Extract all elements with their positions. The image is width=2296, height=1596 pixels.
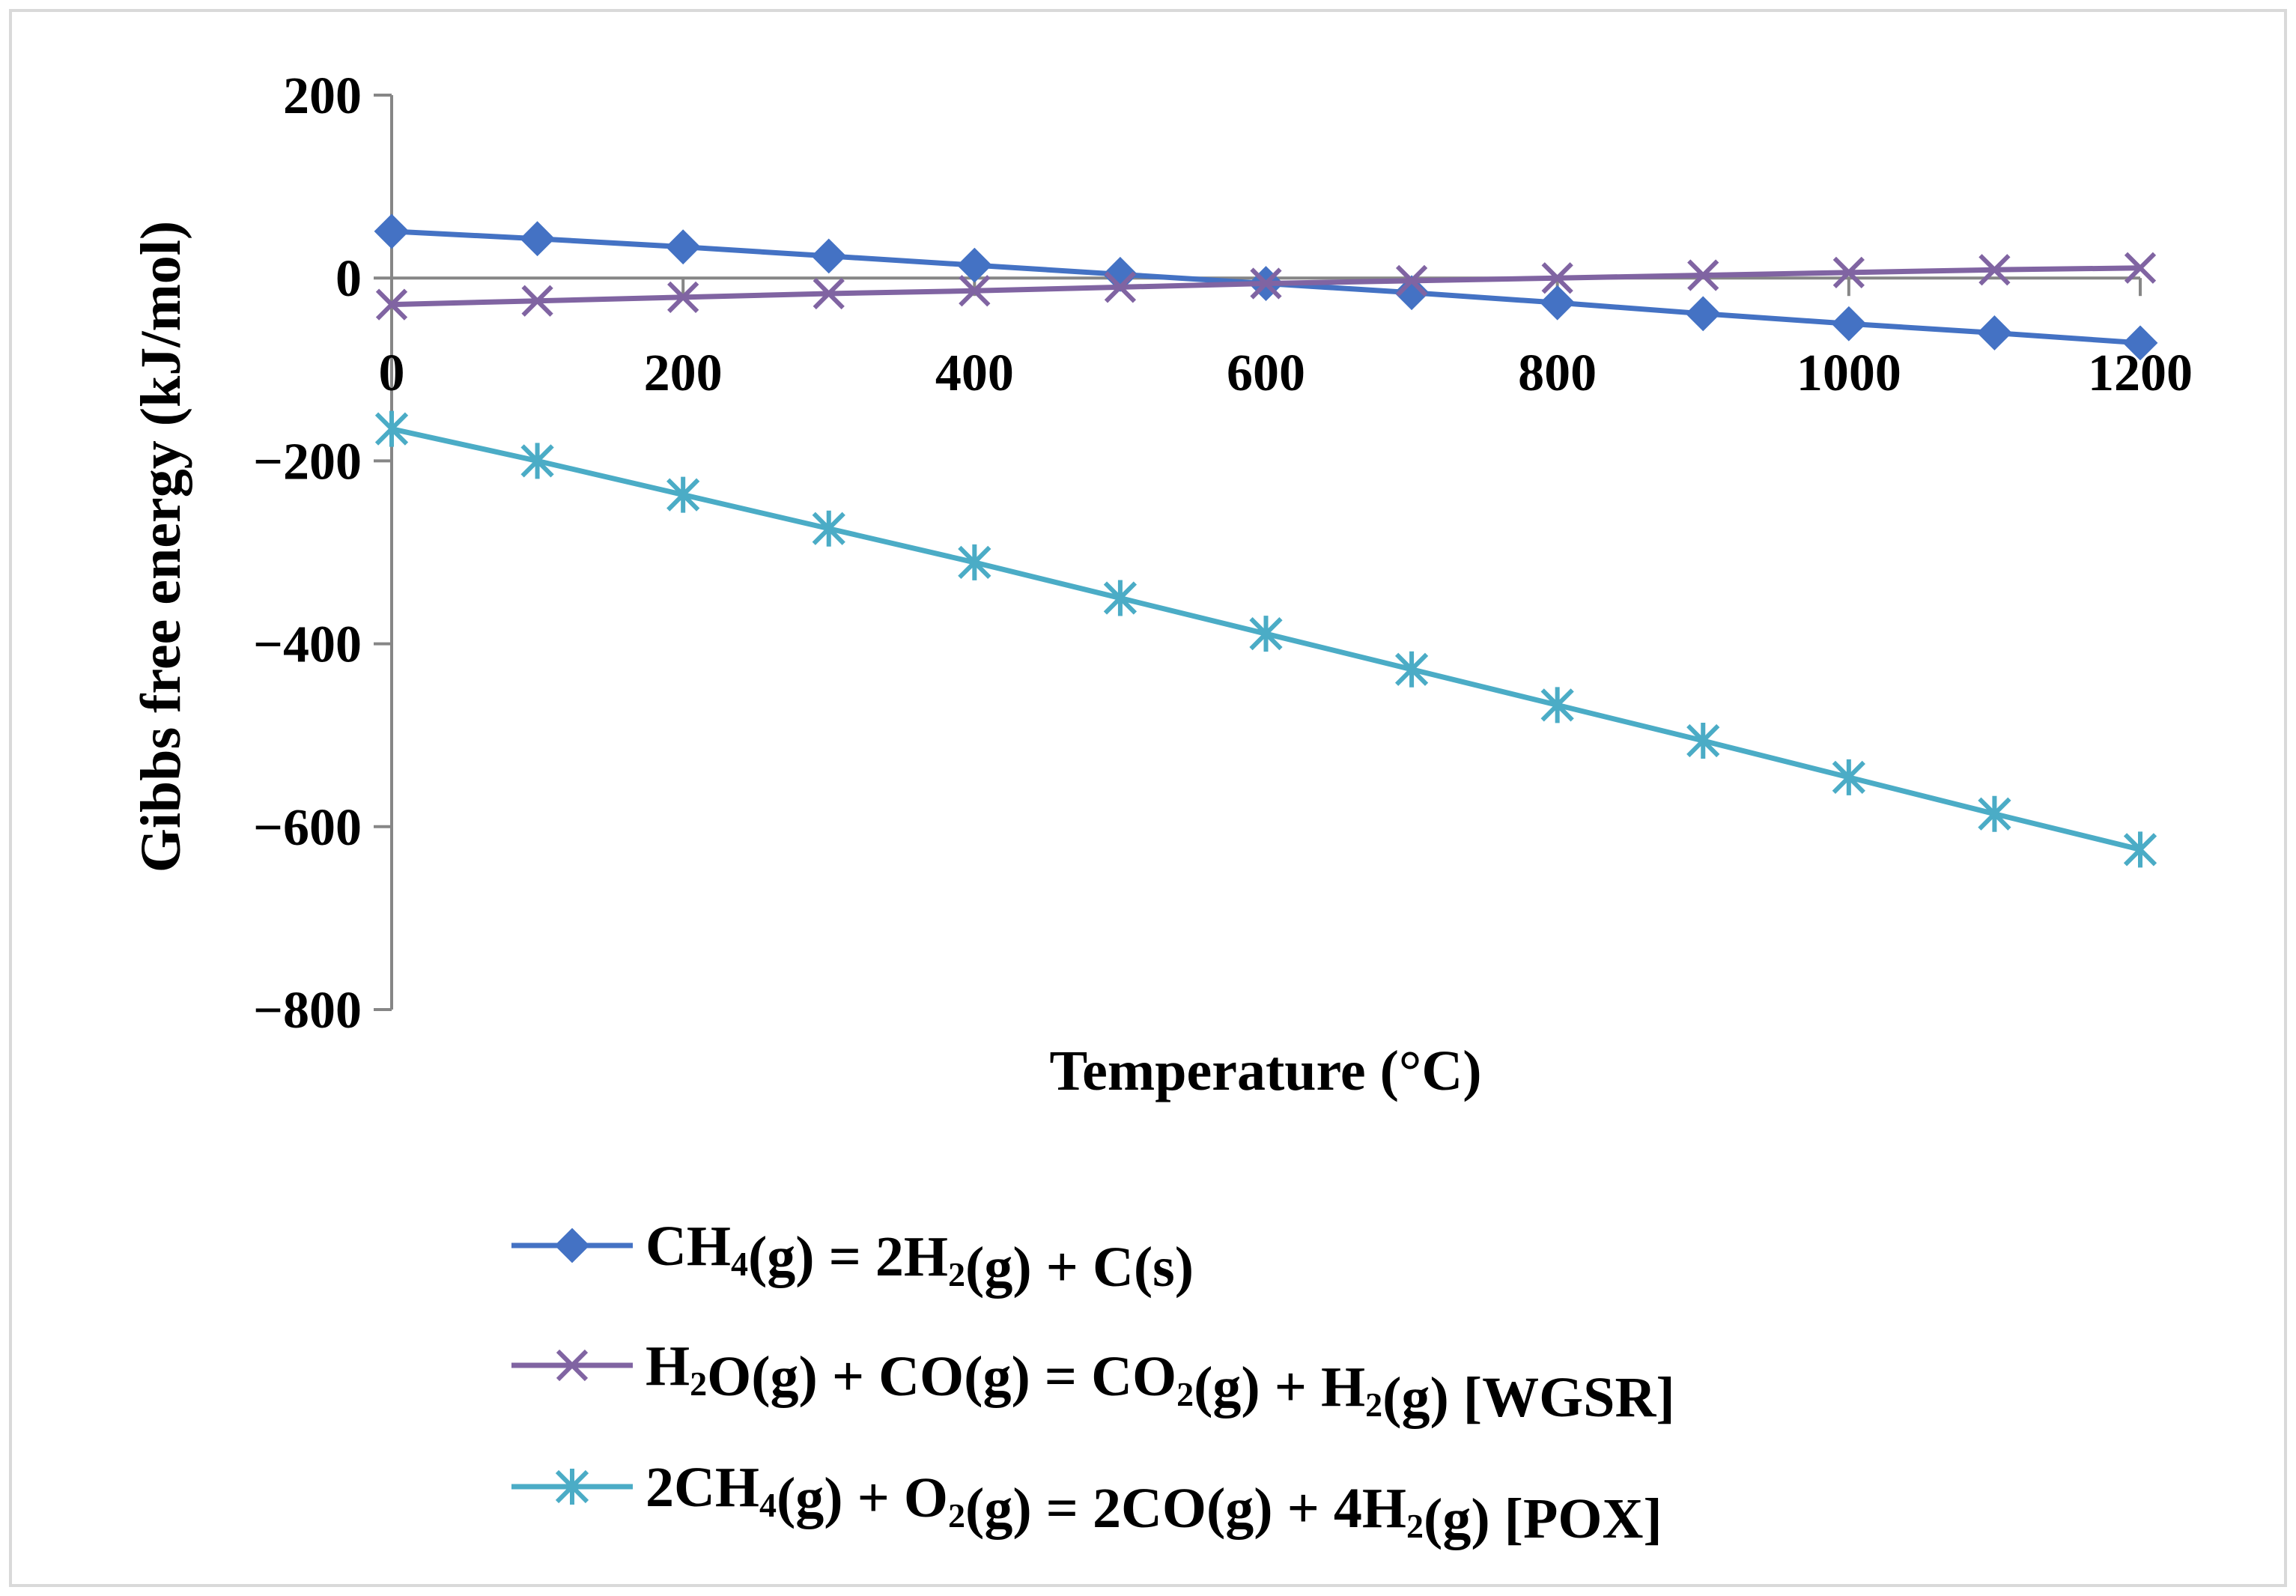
series-1-point	[1394, 275, 1430, 311]
series-1-point	[1977, 315, 2012, 351]
x-tick-label: 200	[644, 345, 723, 402]
series-2-point	[1250, 267, 1282, 300]
y-tick-label: −800	[253, 982, 362, 1040]
series-1-point	[2122, 325, 2158, 361]
series-2-point	[1832, 256, 1865, 288]
x-tick-label: 800	[1518, 345, 1597, 402]
series-2-point	[2124, 252, 2157, 284]
series-3-point	[1249, 616, 1283, 652]
series-2-point	[375, 288, 408, 321]
y-tick-label: −600	[253, 799, 362, 857]
series-2-point	[1395, 264, 1428, 297]
series-3-point	[2123, 831, 2157, 868]
y-tick-label: −400	[253, 616, 362, 674]
legend-swatch-marker	[555, 1469, 589, 1505]
legend-item-1: CH4(g) = 2H2(g) + C(s)	[511, 1215, 1194, 1299]
series-2	[375, 252, 2157, 321]
series-3-point	[812, 510, 845, 547]
legend-label: H2O(g) + CO(g) = CO2(g) + H2(g) [WGSR]	[646, 1335, 1675, 1429]
legend-swatch-marker	[556, 1349, 589, 1382]
series-3-point	[1832, 759, 1865, 795]
series-1-point	[1102, 256, 1138, 292]
x-tick-label: 600	[1227, 345, 1305, 402]
series-1-point	[520, 221, 555, 257]
series-3-point	[1103, 580, 1138, 616]
series-3-point	[1540, 687, 1574, 723]
series-3-point	[374, 410, 409, 447]
x-tick-label: 1000	[1797, 345, 1901, 402]
x-tick-label: 400	[935, 345, 1014, 402]
series-1-point	[956, 247, 992, 283]
series-2-point	[1104, 271, 1137, 303]
series-2-point	[959, 275, 991, 307]
y-axis-title: Gibbs free energy (kJ/mol)	[130, 221, 192, 873]
legend: CH4(g) = 2H2(g) + C(s) H2O(g) + CO(g) = C…	[511, 1215, 1675, 1550]
series-2-point	[1541, 262, 1573, 294]
legend-item-3: 2CH4(g) + O2(g) = 2CO(g) + 4H2(g) [POX]	[511, 1456, 1662, 1550]
series-3-point	[520, 443, 554, 479]
y-tick-label: 200	[283, 67, 362, 125]
series-3-point	[666, 476, 700, 513]
series-2-point	[1687, 259, 1719, 291]
legend-swatch-marker	[554, 1228, 590, 1263]
series-3-point	[958, 544, 991, 580]
x-axis-title: Temperature (°C)	[1049, 1040, 1481, 1102]
series-2-point	[521, 285, 553, 317]
series-1-point	[374, 213, 410, 249]
series-2-point	[813, 277, 845, 310]
legend-label: CH4(g) = 2H2(g) + C(s)	[646, 1215, 1194, 1299]
series-3	[374, 410, 2157, 868]
series-3-point	[1394, 651, 1429, 688]
series-1-point	[1685, 296, 1721, 332]
y-tick-label: −200	[253, 433, 362, 491]
plot-area	[374, 213, 2158, 868]
legend-label: 2CH4(g) + O2(g) = 2CO(g) + 4H2(g) [POX]	[646, 1456, 1662, 1550]
series-2-point	[667, 281, 699, 313]
x-tick-label: 0	[379, 345, 405, 402]
series-1-point	[665, 229, 701, 265]
legend-item-2: H2O(g) + CO(g) = CO2(g) + H2(g) [WGSR]	[511, 1335, 1675, 1429]
y-tick-label: 0	[335, 250, 362, 308]
series-3-point	[1686, 723, 1720, 759]
series-3-point	[1978, 795, 2011, 832]
series-1-point	[811, 238, 847, 274]
series-2-point	[1978, 254, 2011, 286]
series-1-point	[1831, 306, 1867, 342]
series-1-point	[1540, 285, 1576, 321]
